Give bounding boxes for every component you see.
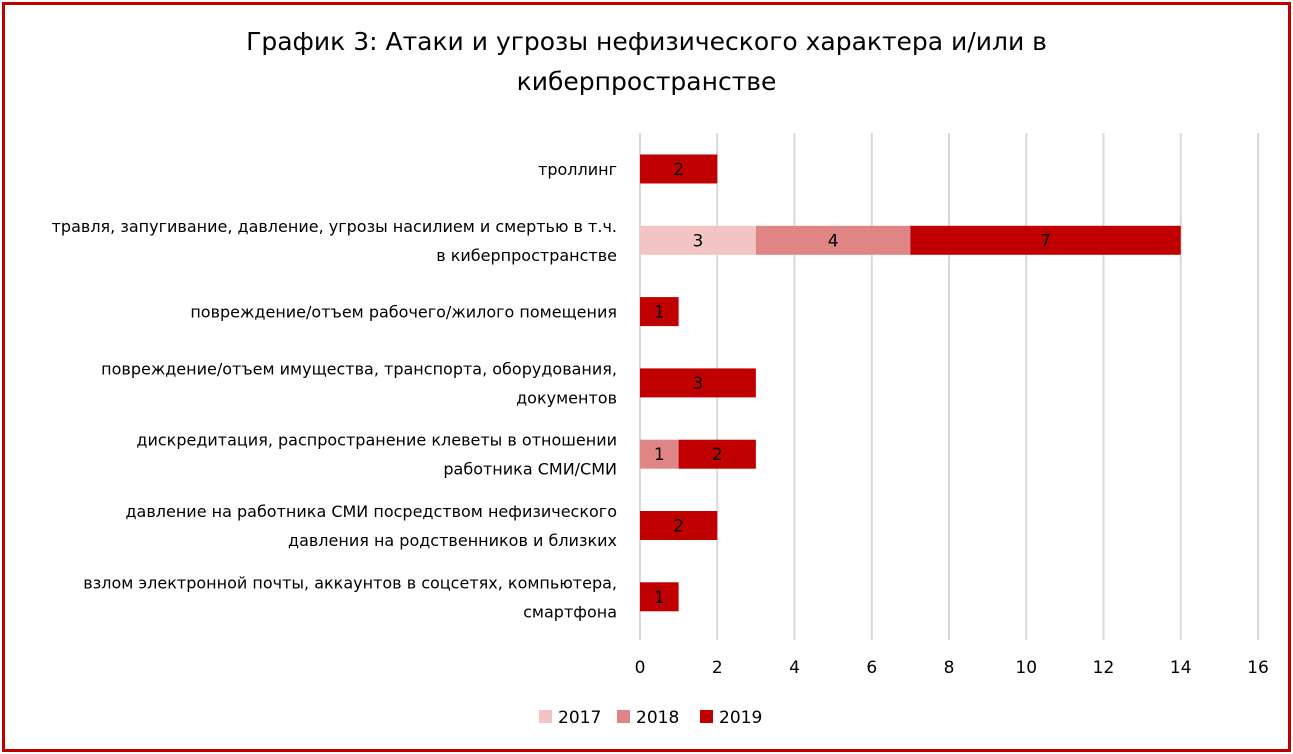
- legend-swatch-2017: [539, 710, 552, 723]
- bar-2018-4: [640, 439, 679, 469]
- category-label: работника СМИ/СМИ: [443, 460, 617, 479]
- legend-label: 2019: [719, 708, 762, 728]
- x-tick-label: 4: [789, 658, 800, 678]
- bar-2017-1: [640, 225, 756, 255]
- category-label: давление на работника СМИ посредством не…: [125, 502, 617, 521]
- category-label: в киберпространстве: [436, 246, 617, 265]
- data-label: 2: [673, 160, 684, 180]
- category-label: травля, запугивание, давление, угрозы на…: [52, 217, 617, 236]
- data-label: 1: [654, 303, 665, 323]
- data-label: 3: [693, 231, 704, 251]
- bar-2018-1: [755, 225, 911, 255]
- x-tick-label: 6: [866, 658, 877, 678]
- category-label: смартфона: [523, 602, 617, 621]
- category-label: троллинг: [538, 160, 617, 179]
- data-label: 3: [693, 374, 704, 394]
- x-tick-label: 10: [1015, 658, 1037, 678]
- legend-label: 2017: [558, 708, 601, 728]
- data-label: 7: [1040, 231, 1051, 251]
- bar-2019-4: [678, 439, 756, 469]
- data-label: 1: [654, 588, 665, 608]
- data-label: 1: [654, 445, 665, 465]
- legend-label: 2018: [636, 708, 679, 728]
- data-label: 4: [828, 231, 839, 251]
- chart-title-line-1: График 3: Атаки и угрозы нефизического х…: [246, 27, 1047, 56]
- bar-2019-6: [640, 582, 679, 612]
- x-tick-label: 8: [944, 658, 955, 678]
- bar-2019-3: [640, 368, 756, 398]
- category-label: взлом электронной почты, аккаунтов в соц…: [83, 573, 617, 592]
- bar-2019-5: [640, 511, 718, 540]
- chart-title-line-2: киберпространстве: [516, 67, 777, 96]
- x-tick-label: 0: [635, 658, 646, 678]
- x-tick-label: 2: [712, 658, 723, 678]
- legend-swatch-2018: [617, 710, 630, 723]
- category-label: повреждение/отъем имущества, транспорта,…: [101, 359, 617, 378]
- legend-swatch-2019: [700, 710, 713, 723]
- x-tick-label: 16: [1247, 658, 1269, 678]
- chart-title: График 3: Атаки и угрозы нефизического х…: [0, 22, 1293, 102]
- bar-2019-1: [910, 225, 1181, 255]
- bar-2019-0: [640, 154, 718, 184]
- data-label: 2: [673, 517, 684, 537]
- category-label: давления на родственников и близких: [288, 531, 617, 550]
- category-label: документов: [516, 388, 617, 407]
- data-label: 2: [712, 445, 723, 465]
- category-label: повреждение/отъем рабочего/жилого помеще…: [190, 303, 617, 322]
- category-label: дискредитация, распространение клеветы в…: [136, 431, 617, 450]
- x-tick-label: 12: [1093, 658, 1115, 678]
- x-tick-label: 14: [1170, 658, 1192, 678]
- bar-2019-2: [640, 297, 679, 327]
